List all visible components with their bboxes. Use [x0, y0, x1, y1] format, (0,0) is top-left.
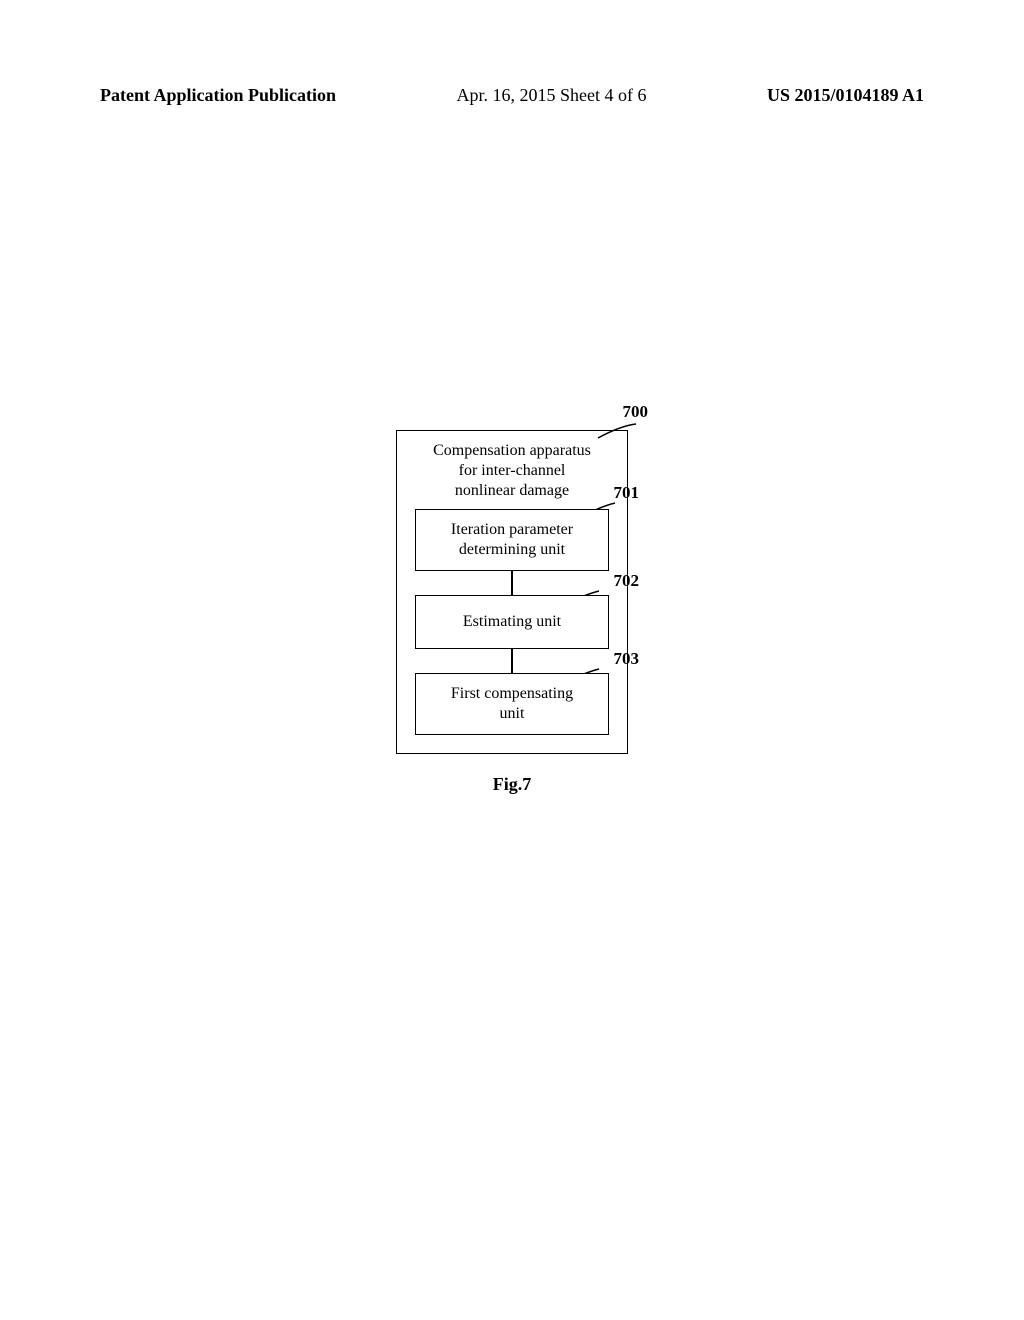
- figure-caption: Fig.7: [493, 774, 532, 795]
- unit-box-701: Iteration parameter determining unit: [415, 509, 609, 571]
- unit-box-702: Estimating unit: [415, 595, 609, 649]
- connector-701-702: [511, 571, 513, 595]
- figure-7: 700 Compensation apparatus for inter-cha…: [0, 430, 1024, 795]
- unit-box-703: First compensating unit: [415, 673, 609, 735]
- outer-box-title: Compensation apparatus for inter-channel…: [409, 441, 615, 501]
- unit-703-line2: unit: [500, 705, 525, 722]
- outer-box: Compensation apparatus for inter-channel…: [396, 430, 628, 754]
- header-left: Patent Application Publication: [100, 85, 336, 106]
- header-right: US 2015/0104189 A1: [767, 85, 924, 106]
- header-center: Apr. 16, 2015 Sheet 4 of 6: [457, 85, 647, 106]
- page-header: Patent Application Publication Apr. 16, …: [0, 85, 1024, 106]
- connector-702-703: [511, 649, 513, 673]
- unit-702-line1: Estimating unit: [463, 613, 561, 630]
- outer-title-line3: nonlinear damage: [455, 482, 569, 499]
- ref-label-702: 702: [614, 571, 640, 591]
- outer-title-line1: Compensation apparatus: [433, 442, 591, 459]
- unit-701-line1: Iteration parameter: [451, 521, 573, 538]
- outer-title-line2: for inter-channel: [459, 462, 566, 479]
- ref-label-700: 700: [623, 402, 649, 422]
- unit-701-line2: determining unit: [459, 541, 565, 558]
- ref-label-703: 703: [614, 649, 640, 669]
- ref-label-701: 701: [614, 483, 640, 503]
- unit-703-line1: First compensating: [451, 685, 573, 702]
